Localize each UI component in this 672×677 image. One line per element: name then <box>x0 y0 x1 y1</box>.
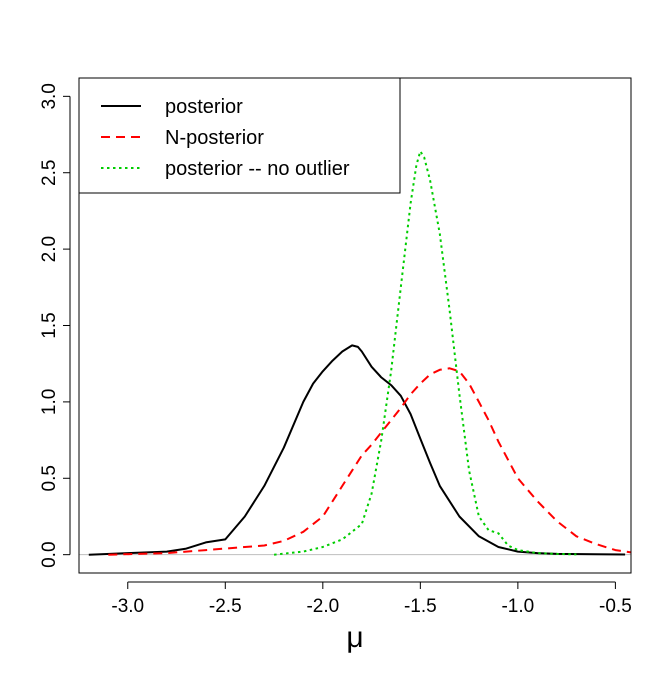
legend-label-0: posterior <box>165 96 243 118</box>
y-tick-label-5: 2.5 <box>39 160 60 186</box>
y-tick-label-3: 1.5 <box>39 312 60 338</box>
legend-box <box>78 77 401 194</box>
legend-label-2: posterior -- no outlier <box>165 158 350 180</box>
x-tick-label-3: -1.5 <box>404 596 437 617</box>
x-tick-label-2: -2.0 <box>306 596 339 617</box>
series-line-0 <box>88 344 626 556</box>
y-tick-label-6: 3.0 <box>39 83 60 109</box>
series-line-1 <box>108 367 632 556</box>
legend-label-1: N-posterior <box>165 127 264 149</box>
x-tick-label-0: -3.0 <box>111 596 144 617</box>
legend: posterior N-posterior posterior -- no outl… <box>78 77 401 194</box>
x-tick-label-5: -0.5 <box>599 596 632 617</box>
series-line-2 <box>273 150 577 556</box>
y-tick-label-0: 0.0 <box>39 541 60 567</box>
series-layer <box>88 150 632 556</box>
y-tick-label-4: 2.0 <box>39 236 60 262</box>
y-tick-label-2: 1.0 <box>39 389 60 415</box>
y-axis: 0.0 0.5 1.0 1.5 2.0 2.5 3.0 <box>39 83 71 568</box>
x-axis: -3.0 -2.5 -2.0 -1.5 -1.0 -0.5 <box>111 581 632 617</box>
x-tick-label-4: -1.0 <box>501 596 534 617</box>
y-tick-label-1: 0.5 <box>39 465 60 491</box>
x-tick-label-1: -2.5 <box>209 596 242 617</box>
x-axis-title: μ <box>346 621 363 654</box>
